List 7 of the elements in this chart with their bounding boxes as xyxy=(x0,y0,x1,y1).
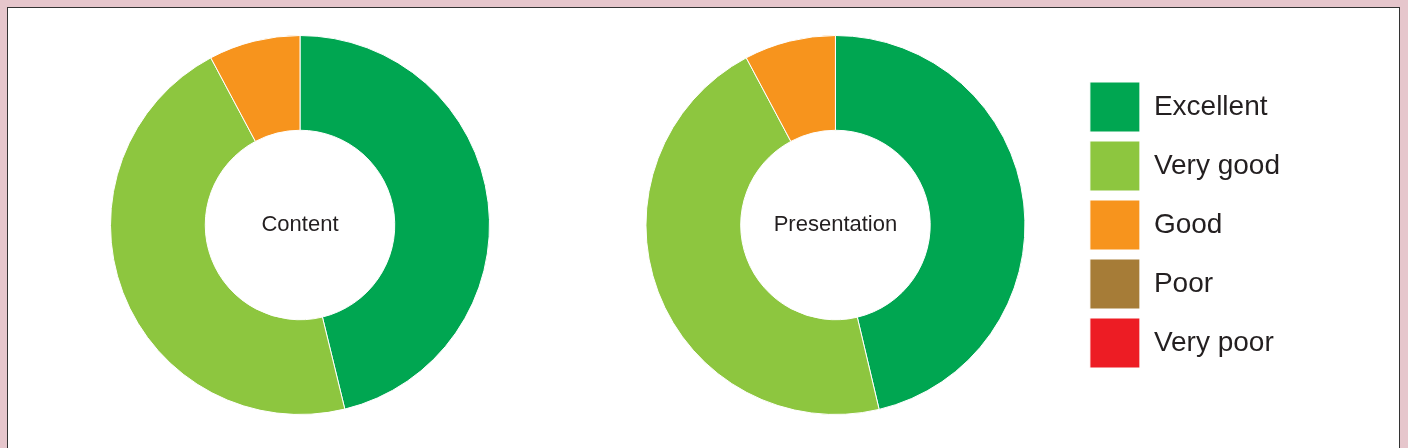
legend-label: Poor xyxy=(1153,266,1214,298)
legend-label: Good xyxy=(1153,207,1223,239)
legend-label: Excellent xyxy=(1153,89,1268,121)
legend-label: Very good xyxy=(1153,148,1281,180)
text: Presentation xyxy=(773,211,898,237)
text: Content xyxy=(261,211,339,237)
legend-label: Very poor xyxy=(1153,325,1274,357)
